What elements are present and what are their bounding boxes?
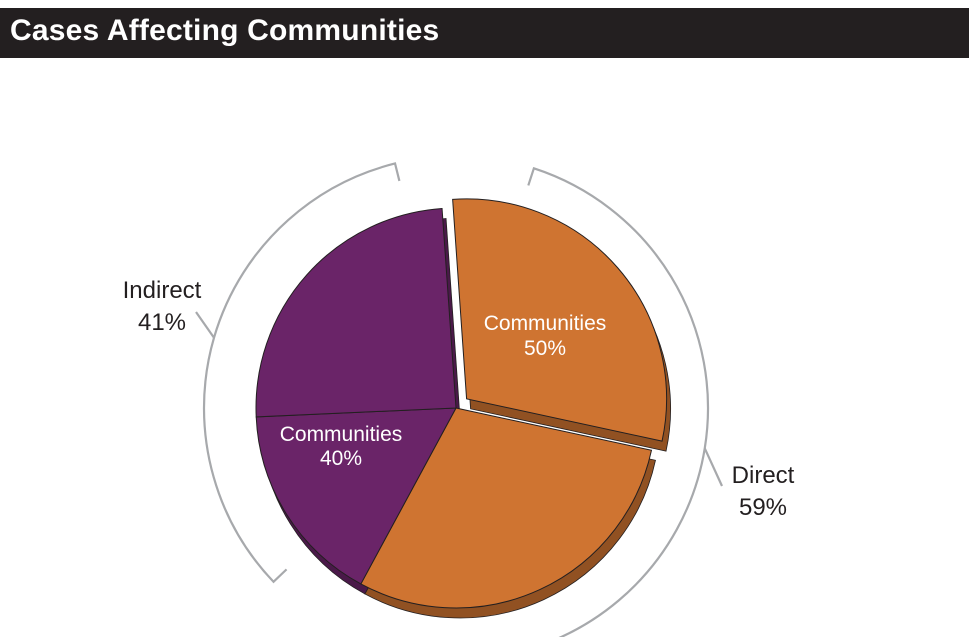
- title-bar: Cases Affecting Communities: [0, 8, 969, 58]
- group-label-direct-value: 59%: [739, 494, 787, 521]
- pie-slice-direct-1: [360, 407, 653, 609]
- slice-label-indirect-communities: Communities: [280, 423, 403, 446]
- bracket-direct: [527, 166, 710, 637]
- slice-value-direct-communities: 50%: [524, 337, 566, 360]
- chart-title: Cases Affecting Communities: [10, 14, 440, 47]
- pie-slice-indirect-2: [255, 407, 457, 585]
- pie-slices: [255, 198, 668, 609]
- group-label-direct-name: Direct: [732, 462, 795, 489]
- group-label-indirect-value: 41%: [138, 309, 186, 336]
- bracket-indirect-leader: [195, 311, 215, 339]
- slice-label-direct-communities: Communities: [484, 312, 607, 335]
- slice-value-indirect-communities: 40%: [320, 447, 362, 470]
- group-label-indirect-name: Indirect: [123, 277, 202, 304]
- pie-slice-direct-0: [452, 198, 668, 442]
- pie-slice-indirect-3: [255, 207, 457, 418]
- group-brackets: [195, 162, 724, 637]
- bracket-direct-leader: [703, 447, 724, 487]
